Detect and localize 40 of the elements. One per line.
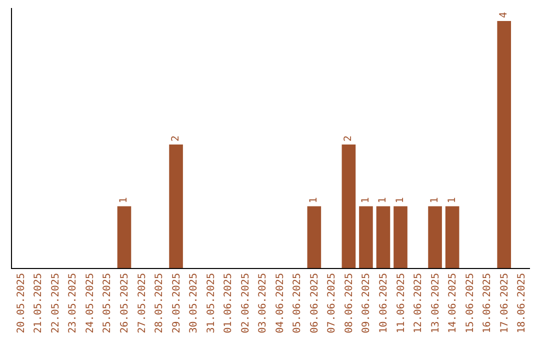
x-tick-label: 27.05.2025 — [136, 273, 148, 334]
data-label: 2 — [343, 135, 354, 142]
x-tick-label: 16.06.2025 — [482, 273, 494, 334]
x-tick-label: 29.05.2025 — [171, 273, 182, 334]
data-label: 1 — [118, 197, 130, 204]
x-tick-label: 15.06.2025 — [464, 273, 476, 334]
x-tick-label: 30.05.2025 — [188, 273, 200, 334]
data-label: 1 — [308, 197, 320, 204]
data-label: 1 — [378, 197, 389, 204]
x-tick-label: 03.06.2025 — [258, 273, 269, 334]
x-tick-label: 07.06.2025 — [326, 273, 338, 334]
data-label: 1 — [360, 197, 372, 204]
x-tick-label: 23.05.2025 — [68, 273, 79, 334]
x-tick-label: 22.05.2025 — [50, 273, 62, 334]
x-tick-label: 08.06.2025 — [344, 273, 355, 334]
x-tick-label: 05.06.2025 — [292, 273, 304, 334]
x-tick-label: 14.06.2025 — [448, 273, 459, 334]
x-tick-label: 01.06.2025 — [223, 273, 234, 334]
x-tick-label: 17.06.2025 — [499, 273, 510, 334]
x-tick-label: 13.06.2025 — [430, 273, 442, 334]
data-label: 2 — [170, 135, 182, 142]
x-tick-label: 26.05.2025 — [119, 273, 130, 334]
x-tick-label: 24.05.2025 — [84, 273, 96, 334]
x-tick-label: 12.06.2025 — [413, 273, 424, 334]
x-tick-label: 21.05.2025 — [33, 273, 44, 334]
x-tick-label: 04.06.2025 — [274, 273, 286, 334]
x-tick-label: 11.06.2025 — [396, 273, 407, 334]
x-tick-label: 28.05.2025 — [154, 273, 166, 334]
x-tick-label: 02.06.2025 — [240, 273, 252, 334]
x-tick-label: 06.06.2025 — [309, 273, 320, 334]
x-tick-label: 09.06.2025 — [361, 273, 372, 334]
x-tick-label: 20.05.2025 — [16, 273, 27, 334]
data-label: 1 — [446, 197, 458, 204]
x-tick-label: 10.06.2025 — [378, 273, 390, 334]
data-label: 1 — [395, 197, 406, 204]
data-label: 1 — [430, 197, 441, 204]
x-tick-label: 31.05.2025 — [206, 273, 217, 334]
x-tick-label: 25.05.2025 — [102, 273, 114, 334]
data-label: 4 — [498, 12, 510, 18]
x-tick-label: 18.06.2025 — [516, 273, 528, 334]
